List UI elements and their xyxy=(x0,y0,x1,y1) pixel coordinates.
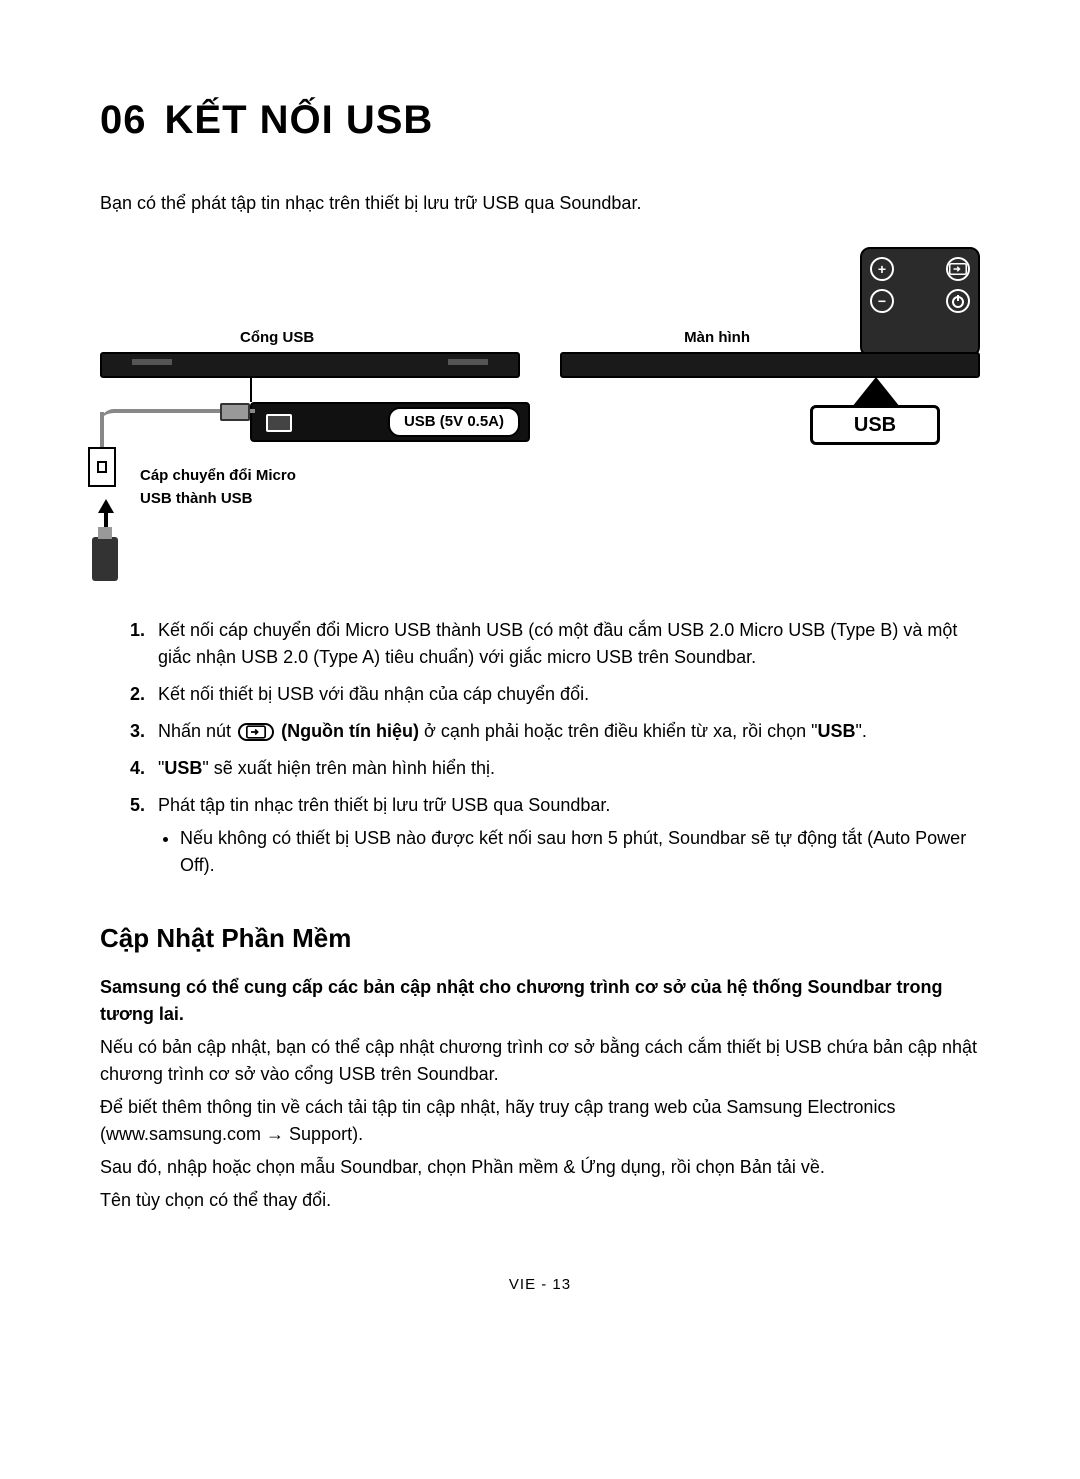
display-readout: USB xyxy=(810,405,940,445)
remote-minus-icon: − xyxy=(870,289,894,313)
connection-diagram: Cổng USB USB (5V 0.5A) Cáp chuyển đổi Mi… xyxy=(100,247,980,587)
intro-text: Bạn có thể phát tập tin nhạc trên thiết … xyxy=(100,190,980,217)
port-spec-label: USB (5V 0.5A) xyxy=(388,407,520,438)
instruction-steps: 1. Kết nối cáp chuyển đổi Micro USB thàn… xyxy=(130,617,980,879)
step-5-bullet: Nếu không có thiết bị USB nào được kết n… xyxy=(180,825,980,879)
step-text: Kết nối cáp chuyển đổi Micro USB thành U… xyxy=(158,620,957,667)
step-text-bold: (Nguồn tín hiệu) xyxy=(281,721,419,741)
software-update-bold: Samsung có thể cung cấp các bản cập nhật… xyxy=(100,974,980,1028)
cable-label-line1: Cáp chuyển đổi Micro xyxy=(140,467,296,484)
remote-pointer-icon xyxy=(905,323,925,353)
micro-usb-plug-icon xyxy=(220,403,250,421)
soundbar-top-view xyxy=(100,352,520,378)
step-text-prefix: Nhấn nút xyxy=(158,721,236,741)
page-footer: VIE - 13 xyxy=(100,1274,980,1297)
step-text-middle: ở cạnh phải hoặc trên điều khiển từ xa, … xyxy=(419,721,817,741)
step-4: 4. "USB" sẽ xuất hiện trên màn hình hiển… xyxy=(130,755,980,782)
software-update-para: Tên tùy chọn có thể thay đổi. xyxy=(100,1187,980,1214)
step-2: 2. Kết nối thiết bị USB với đầu nhận của… xyxy=(130,681,980,708)
power-button-icon xyxy=(946,289,970,313)
micro-usb-port-icon xyxy=(266,414,292,432)
step-1: 1. Kết nối cáp chuyển đổi Micro USB thàn… xyxy=(130,617,980,671)
display-label: Màn hình xyxy=(684,327,750,350)
remote-plus-icon: + xyxy=(870,257,894,281)
source-button-icon xyxy=(238,723,274,741)
callout-arrow-icon xyxy=(852,377,900,407)
software-update-para: Nếu có bản cập nhật, bạn có thể cập nhật… xyxy=(100,1034,980,1088)
step-text-suffix: " sẽ xuất hiện trên màn hình hiển thị. xyxy=(202,758,495,778)
step-number: 1. xyxy=(130,617,145,644)
step-3: 3. Nhấn nút (Nguồn tín hiệu) ở cạnh phải… xyxy=(130,718,980,745)
usb-drive-icon xyxy=(92,537,118,581)
section-number: 06 xyxy=(100,98,147,142)
section-title: KẾT NỐI USB xyxy=(165,98,434,142)
usb-port-closeup: USB (5V 0.5A) xyxy=(250,402,530,442)
cable-label-line2: USB thành USB xyxy=(140,490,253,507)
step-text-bold: USB xyxy=(164,758,202,778)
usb-a-receptacle-icon xyxy=(88,447,116,487)
software-update-para: Sau đó, nhập hoặc chọn mẫu Soundbar, chọ… xyxy=(100,1154,980,1181)
step-number: 2. xyxy=(130,681,145,708)
cable-label: Cáp chuyển đổi Micro USB thành USB xyxy=(140,465,296,510)
software-update-para: Để biết thêm thông tin về cách tải tập t… xyxy=(100,1094,980,1148)
step-5: 5. Phát tập tin nhạc trên thiết bị lưu t… xyxy=(130,792,980,879)
usb-port-label: Cổng USB xyxy=(240,327,314,350)
leader-line xyxy=(250,378,252,402)
step-number: 5. xyxy=(130,792,145,819)
software-update-heading: Cập Nhật Phần Mềm xyxy=(100,919,980,958)
step-text: Phát tập tin nhạc trên thiết bị lưu trữ … xyxy=(158,795,610,815)
page-title: 06 KẾT NỐI USB xyxy=(100,90,980,150)
source-button-icon xyxy=(946,257,970,281)
soundbar-front-view xyxy=(560,352,980,378)
step-5-bullets: Nếu không có thiết bị USB nào được kết n… xyxy=(180,825,980,879)
step-number: 4. xyxy=(130,755,145,782)
step-number: 3. xyxy=(130,718,145,745)
step-text-suffix: ". xyxy=(856,721,867,741)
step-text: Kết nối thiết bị USB với đầu nhận của cá… xyxy=(158,684,589,704)
step-text-bold: USB xyxy=(818,721,856,741)
